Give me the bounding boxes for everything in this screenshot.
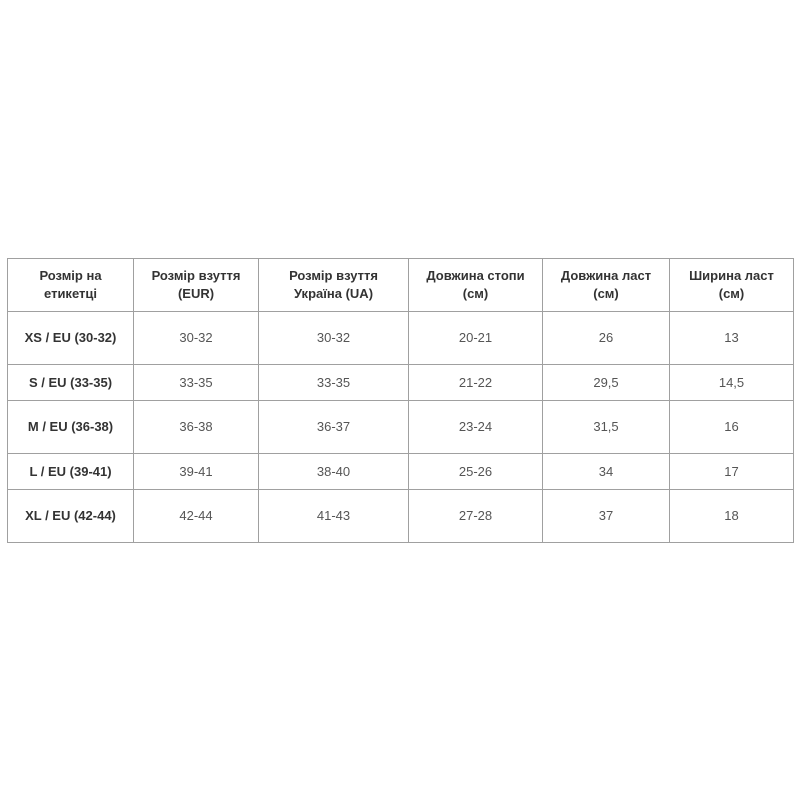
cell-fin-length: 34 [542, 453, 670, 490]
cell-label-size: XL / EU (42-44) [7, 489, 134, 543]
cell-label-size: M / EU (36-38) [7, 400, 134, 454]
cell-eur-size: 30-32 [133, 311, 259, 365]
cell-label-size: L / EU (39-41) [7, 453, 134, 490]
cell-fin-length: 26 [542, 311, 670, 365]
header-fin-length: Довжина ласт (см) [542, 258, 670, 312]
cell-fin-width: 17 [669, 453, 794, 490]
cell-eur-size: 33-35 [133, 364, 259, 401]
cell-foot-length: 27-28 [408, 489, 543, 543]
cell-foot-length: 21-22 [408, 364, 543, 401]
cell-fin-length: 37 [542, 489, 670, 543]
cell-ua-size: 33-35 [258, 364, 409, 401]
cell-foot-length: 20-21 [408, 311, 543, 365]
cell-fin-width: 16 [669, 400, 794, 454]
cell-ua-size: 36-37 [258, 400, 409, 454]
header-eur-size: Розмір взуття (EUR) [133, 258, 259, 312]
cell-fin-width: 13 [669, 311, 794, 365]
cell-ua-size: 30-32 [258, 311, 409, 365]
cell-fin-width: 14,5 [669, 364, 794, 401]
cell-eur-size: 36-38 [133, 400, 259, 454]
cell-foot-length: 25-26 [408, 453, 543, 490]
cell-fin-length: 29,5 [542, 364, 670, 401]
header-label-size: Розмір на етикетці [7, 258, 134, 312]
header-fin-width: Ширина ласт (см) [669, 258, 794, 312]
table-row: M / EU (36-38) 36-38 36-37 23-24 31,5 16 [7, 400, 794, 454]
header-ua-size: Розмір взуття Україна (UA) [258, 258, 409, 312]
cell-foot-length: 23-24 [408, 400, 543, 454]
table-row: XS / EU (30-32) 30-32 30-32 20-21 26 13 [7, 311, 794, 365]
cell-fin-width: 18 [669, 489, 794, 543]
header-row: Розмір на етикетці Розмір взуття (EUR) Р… [7, 258, 794, 312]
cell-ua-size: 38-40 [258, 453, 409, 490]
cell-eur-size: 39-41 [133, 453, 259, 490]
cell-label-size: S / EU (33-35) [7, 364, 134, 401]
size-chart-table: Розмір на етикетці Розмір взуття (EUR) Р… [7, 258, 794, 543]
header-foot-length: Довжина стопи (см) [408, 258, 543, 312]
table-row: S / EU (33-35) 33-35 33-35 21-22 29,5 14,5 [7, 364, 794, 401]
cell-label-size: XS / EU (30-32) [7, 311, 134, 365]
cell-fin-length: 31,5 [542, 400, 670, 454]
cell-ua-size: 41-43 [258, 489, 409, 543]
cell-eur-size: 42-44 [133, 489, 259, 543]
table-row: L / EU (39-41) 39-41 38-40 25-26 34 17 [7, 453, 794, 490]
table-row: XL / EU (42-44) 42-44 41-43 27-28 37 18 [7, 489, 794, 543]
